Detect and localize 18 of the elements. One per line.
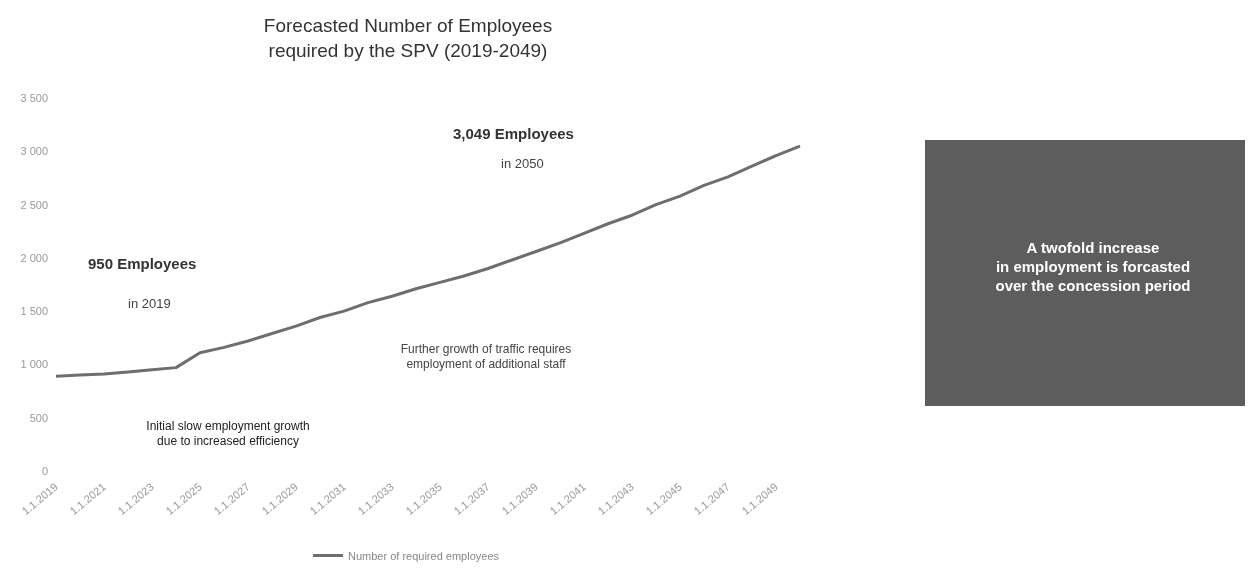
annotation: Further growth of traffic requires employment of additional staff [400, 341, 572, 371]
line-series [54, 144, 802, 378]
y-tick-label: 0 [41, 465, 48, 477]
y-tick-label: 1 500 [20, 305, 48, 318]
annotation: Initial slow employment growth due to increased efficiency [146, 418, 310, 448]
y-tick-label: 3 500 [20, 92, 48, 104]
legend-label: Number of required employees [348, 549, 500, 562]
annotation: in 2050 [501, 156, 544, 171]
annotation: 3,049 Employees [453, 125, 574, 142]
y-tick-label: 2 000 [20, 251, 48, 264]
y-tick-label: 2 500 [20, 198, 48, 211]
y-tick-label: 3 000 [20, 145, 48, 158]
annotation: 950 Employees [88, 255, 197, 272]
chart-title: Forecasted Number of Employees required by the SPV (2019-2049) [263, 15, 553, 61]
annotation: in 2019 [128, 296, 171, 311]
y-tick-label: 1 000 [20, 358, 48, 371]
text: A twofold increase in employment is forcasted over the concession period [995, 239, 1191, 294]
y-tick-label: 500 [29, 411, 48, 424]
